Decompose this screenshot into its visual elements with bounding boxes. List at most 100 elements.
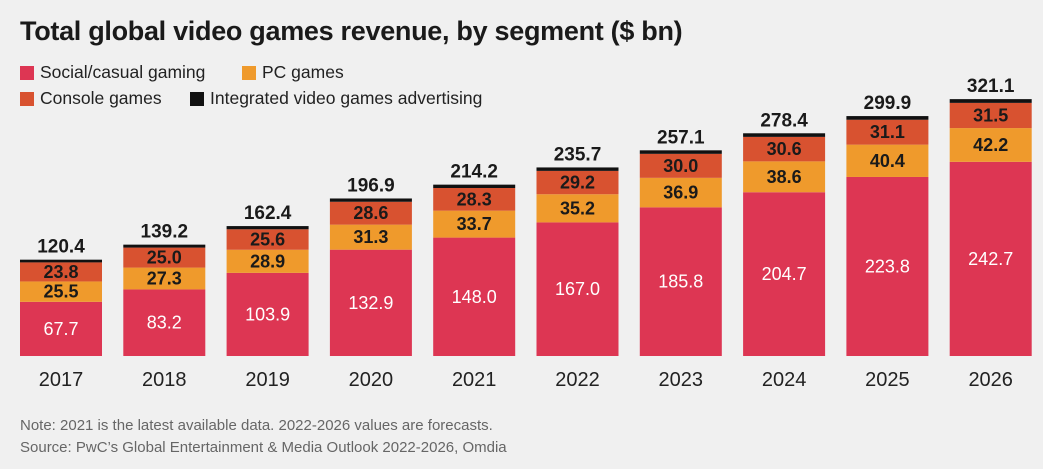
bar-advertising-2020 — [329, 198, 412, 202]
label-total-2024: 278.4 — [760, 110, 808, 131]
legend-item-advertising: Integrated video games advertising — [190, 88, 482, 109]
bar-advertising-2017 — [20, 259, 102, 263]
x-tick-2022: 2022 — [555, 369, 600, 391]
x-tick-2021: 2021 — [452, 369, 497, 391]
label-social-casual-2023: 185.8 — [658, 272, 703, 292]
x-tick-2025: 2025 — [865, 369, 910, 391]
bar-social_casual-2023 — [639, 207, 722, 356]
label-total-2019: 162.4 — [244, 203, 292, 224]
label-social-casual-2019: 103.9 — [245, 304, 290, 324]
label-pc-2026: 42.2 — [973, 135, 1008, 155]
source-text: Source: PwC’s Global Entertainment & Med… — [20, 439, 507, 456]
x-tick-2017: 2017 — [39, 369, 84, 391]
x-tick-2018: 2018 — [142, 369, 187, 391]
bar-pc-2020 — [329, 224, 412, 250]
legend-label-social-casual: Social/casual gaming — [40, 62, 206, 82]
label-console-2021: 28.3 — [457, 189, 492, 209]
label-pc-2025: 40.4 — [870, 151, 905, 171]
bar-social_casual-2026 — [949, 161, 1032, 356]
bar-console-2022 — [536, 170, 619, 195]
label-pc-2017: 25.5 — [43, 282, 78, 302]
label-console-2022: 29.2 — [560, 173, 595, 193]
label-total-2022: 235.7 — [554, 144, 602, 165]
bar-console-2017 — [20, 262, 102, 282]
bar-advertising-2019 — [226, 226, 309, 230]
x-tick-2023: 2023 — [659, 369, 704, 391]
bar-console-2026 — [949, 102, 1032, 129]
bar-social_casual-2024 — [743, 192, 826, 356]
label-total-2018: 139.2 — [141, 222, 189, 243]
legend-swatch-console — [20, 91, 34, 106]
bar-social_casual-2019 — [226, 272, 309, 356]
label-social-casual-2024: 204.7 — [762, 264, 807, 284]
label-social-casual-2020: 132.9 — [348, 293, 393, 313]
legend-label-advertising: Integrated video games advertising — [210, 88, 483, 108]
legend-label-console: Console games — [40, 88, 162, 108]
bar-social_casual-2021 — [433, 237, 516, 356]
bar-social_casual-2017 — [20, 301, 102, 356]
bar-advertising-2024 — [743, 133, 826, 137]
label-total-2025: 299.9 — [864, 93, 912, 114]
bar-pc-2026 — [949, 128, 1032, 162]
label-pc-2018: 27.3 — [147, 269, 182, 289]
bar-social_casual-2025 — [846, 176, 929, 356]
label-console-2026: 31.5 — [973, 105, 1008, 125]
bar-console-2018 — [123, 247, 206, 268]
legend-item-social-casual: Social/casual gaming — [20, 62, 205, 83]
bar-advertising-2018 — [123, 244, 206, 248]
chart-notes: Note: 2021 is the latest available data.… — [20, 415, 507, 459]
bar-social_casual-2022 — [536, 222, 619, 356]
bar-advertising-2022 — [536, 167, 619, 171]
label-social-casual-2025: 223.8 — [865, 256, 910, 276]
bar-pc-2023 — [639, 177, 722, 208]
bar-console-2023 — [639, 153, 722, 178]
bar-console-2025 — [846, 119, 929, 145]
label-social-casual-2026: 242.7 — [968, 249, 1013, 269]
bar-console-2019 — [226, 229, 309, 250]
note-text: Note: 2021 is the latest available data.… — [20, 417, 493, 434]
label-total-2026: 321.1 — [967, 76, 1015, 97]
bar-pc-2024 — [743, 161, 826, 193]
label-total-2017: 120.4 — [37, 237, 85, 258]
bar-console-2024 — [743, 136, 826, 162]
bar-pc-2022 — [536, 194, 619, 223]
bar-console-2020 — [329, 201, 412, 225]
label-console-2023: 30.0 — [663, 156, 698, 176]
legend-swatch-advertising — [190, 91, 204, 106]
label-console-2019: 25.6 — [250, 230, 285, 250]
bar-social_casual-2020 — [329, 249, 412, 356]
label-pc-2020: 31.3 — [353, 227, 388, 247]
bar-advertising-2023 — [639, 150, 722, 154]
label-console-2020: 28.6 — [353, 203, 388, 223]
bar-social_casual-2018 — [123, 289, 206, 356]
x-tick-2020: 2020 — [349, 369, 394, 391]
label-total-2021: 214.2 — [450, 162, 498, 183]
label-social-casual-2022: 167.0 — [555, 279, 600, 299]
bar-console-2021 — [433, 188, 516, 211]
x-tick-2024: 2024 — [762, 369, 807, 391]
x-tick-2026: 2026 — [968, 369, 1013, 391]
label-total-2023: 257.1 — [657, 127, 705, 148]
legend-item-pc: PC games — [242, 62, 344, 83]
bar-advertising-2026 — [949, 99, 1032, 103]
label-console-2017: 23.8 — [43, 262, 78, 282]
legend-item-console: Console games — [20, 88, 162, 109]
label-console-2024: 30.6 — [767, 139, 802, 159]
bar-advertising-2021 — [433, 184, 516, 188]
bar-pc-2018 — [123, 267, 206, 290]
label-social-casual-2018: 83.2 — [147, 313, 182, 333]
label-pc-2019: 28.9 — [250, 251, 285, 271]
x-tick-2019: 2019 — [245, 369, 290, 391]
bar-pc-2019 — [226, 249, 309, 273]
label-console-2018: 25.0 — [147, 248, 182, 268]
label-total-2020: 196.9 — [347, 175, 395, 196]
legend-swatch-pc — [242, 65, 256, 80]
bar-pc-2017 — [20, 281, 102, 302]
label-social-casual-2021: 148.0 — [452, 287, 497, 307]
label-social-casual-2017: 67.7 — [43, 319, 78, 339]
legend-label-pc: PC games — [262, 62, 344, 82]
bar-advertising-2025 — [846, 116, 929, 120]
chart-title: Total global video games revenue, by seg… — [20, 16, 683, 46]
bar-pc-2025 — [846, 144, 929, 177]
